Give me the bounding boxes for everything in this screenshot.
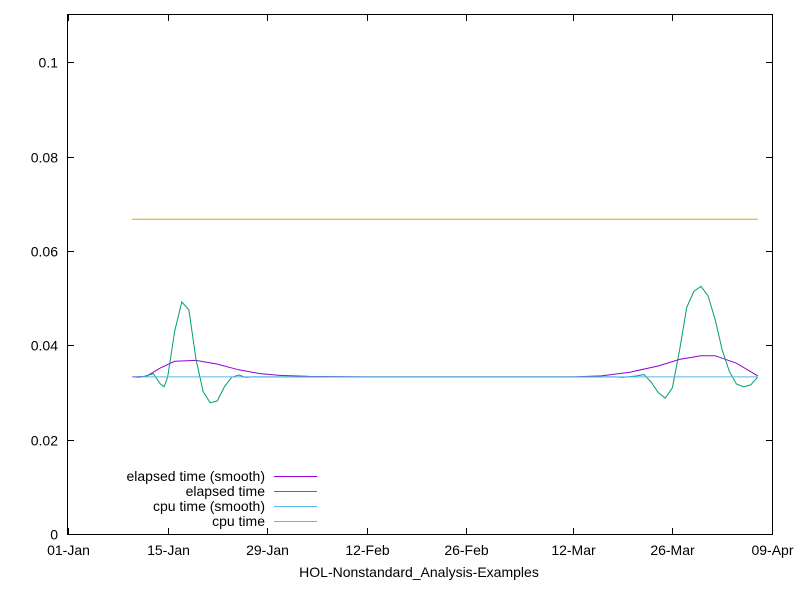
legend-label: cpu time: [212, 513, 265, 529]
plot-frame: [67, 14, 773, 535]
x-axis-label: HOL-Nonstandard_Analysis-Examples: [299, 564, 539, 580]
x-tick-label: 12-Feb: [345, 542, 390, 558]
legend-label: cpu time (smooth): [153, 498, 265, 514]
y-tick-label: 0: [50, 527, 58, 543]
y-tick-label: 0.08: [31, 150, 58, 166]
x-tick-label: 09-Apr: [751, 542, 793, 558]
x-tick-label: 29-Jan: [246, 542, 289, 558]
tick-labels: 01-Jan 15-Jan 29-Jan 12-Feb 26-Feb 12-Mar 26-M…: [31, 55, 794, 559]
y-tick-label: 0.02: [31, 433, 58, 449]
series-lines: [131, 218, 759, 404]
x-tick-label: 26-Feb: [444, 542, 489, 558]
x-tick-label: 15-Jan: [147, 542, 190, 558]
legend-label: elapsed time: [186, 483, 266, 499]
y-tick-label: 0.04: [31, 338, 58, 354]
y-tick-label: 0.1: [39, 55, 59, 71]
x-tick-label: 12-Mar: [551, 542, 596, 558]
x-tick-label: 01-Jan: [47, 542, 90, 558]
y-tick-label: 0.06: [31, 244, 58, 260]
legend-label: elapsed time (smooth): [126, 468, 265, 484]
x-tick-label: 26-Mar: [650, 542, 695, 558]
